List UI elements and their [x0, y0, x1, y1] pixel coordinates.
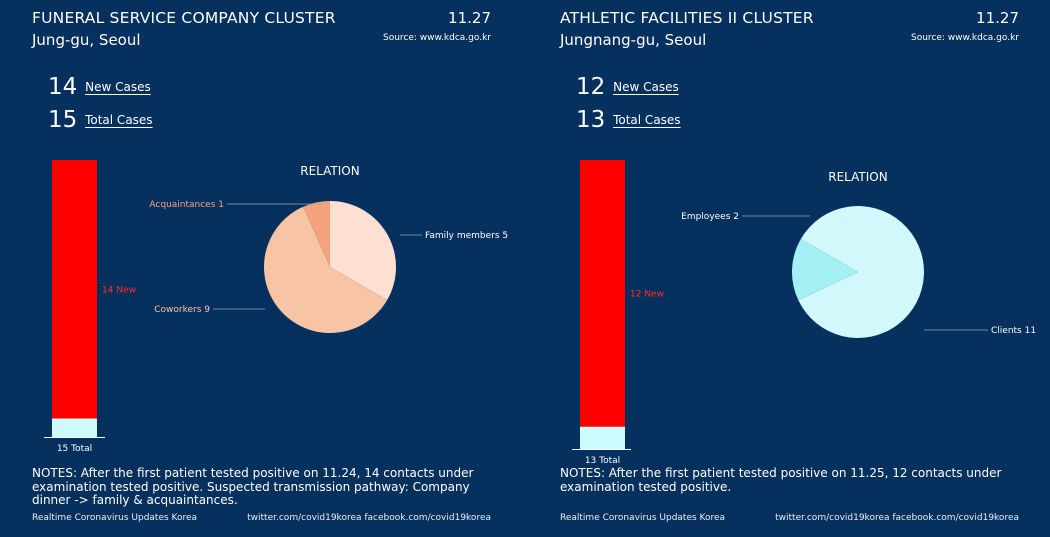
pie-slice-label: Coworkers 9 — [154, 305, 210, 315]
pie-slice-family-members — [330, 201, 397, 300]
new-cases-number: 14 — [48, 74, 78, 100]
panel-date: 11.27 — [976, 9, 1019, 27]
total-cases-stat: 13 Total Cases — [576, 107, 681, 133]
new-cases-stat: 12 New Cases — [576, 74, 679, 100]
source-label: Source: www.kdca.go.kr — [382, 33, 491, 43]
notes-text: NOTES: After the first patient tested po… — [32, 466, 474, 507]
cluster-chart-funeral: 14 New 15 Total RELATION Family members … — [44, 160, 508, 454]
footer-credit: Realtime Coronavirus Updates Korea — [32, 513, 198, 523]
new-cases-label: New Cases — [85, 80, 151, 94]
pie-slices — [791, 205, 924, 338]
pie-slice-label: Employees 2 — [681, 212, 739, 222]
pie-labels: Clients 11 Employees 2 — [681, 212, 1036, 336]
cluster-panel-funeral: FUNERAL SERVICE COMPANY CLUSTER Jung-gu,… — [32, 9, 508, 523]
panel-title: FUNERAL SERVICE COMPANY CLUSTER — [32, 9, 336, 27]
pie-slice-label: Family members 5 — [425, 231, 508, 241]
source-label: Source: www.kdca.go.kr — [910, 33, 1019, 43]
pie-slice-acquaintances — [303, 201, 330, 267]
pie-slice-coworkers — [263, 206, 388, 334]
pie-slice-label: Clients 11 — [991, 326, 1036, 336]
bar-total-label: 13 Total — [585, 456, 620, 466]
pie-title: RELATION — [828, 170, 887, 184]
bar-new-label: 14 New — [102, 285, 136, 295]
pie-slices — [263, 201, 397, 334]
footer-social-links[interactable]: twitter.com/covid19korea facebook.com/co… — [247, 513, 491, 523]
panel-location: Jung-gu, Seoul — [32, 31, 141, 49]
pie-slice-label: Acquaintances 1 — [149, 200, 224, 210]
pie-title: RELATION — [300, 164, 359, 178]
total-cases-label: Total Cases — [613, 113, 681, 127]
total-cases-number: 13 — [576, 107, 606, 133]
total-cases-stat: 15 Total Cases — [48, 107, 153, 133]
cluster-chart-athletic: 12 New 13 Total RELATION Clients 11 Emplo… — [572, 160, 1036, 466]
panel-title: ATHLETIC FACILITIES II CLUSTER — [560, 9, 814, 27]
bar-new-segment — [52, 160, 97, 419]
footer-credit: Realtime Coronavirus Updates Korea — [560, 513, 726, 523]
pie-slice-employees — [791, 239, 858, 301]
panel-location: Jungnang-gu, Seoul — [560, 31, 707, 49]
bar-new-segment — [580, 160, 625, 427]
bar-total-label: 15 Total — [57, 444, 92, 454]
new-cases-stat: 14 New Cases — [48, 74, 151, 100]
cluster-panel-athletic: ATHLETIC FACILITIES II CLUSTER Jungnang-… — [528, 0, 1050, 537]
notes-text: NOTES: After the first patient tested po… — [560, 466, 1002, 494]
bar-new-label: 12 New — [630, 289, 664, 299]
pie-labels: Family members 5 Coworkers 9 Acquaintances… — [149, 200, 508, 315]
total-cases-label: Total Cases — [85, 113, 153, 127]
pie-slice-clients — [798, 205, 924, 338]
new-cases-label: New Cases — [613, 80, 679, 94]
footer-social-links[interactable]: twitter.com/covid19korea facebook.com/co… — [775, 513, 1019, 523]
panel-date: 11.27 — [448, 9, 491, 27]
total-cases-number: 15 — [48, 107, 78, 133]
new-cases-number: 12 — [576, 74, 606, 100]
